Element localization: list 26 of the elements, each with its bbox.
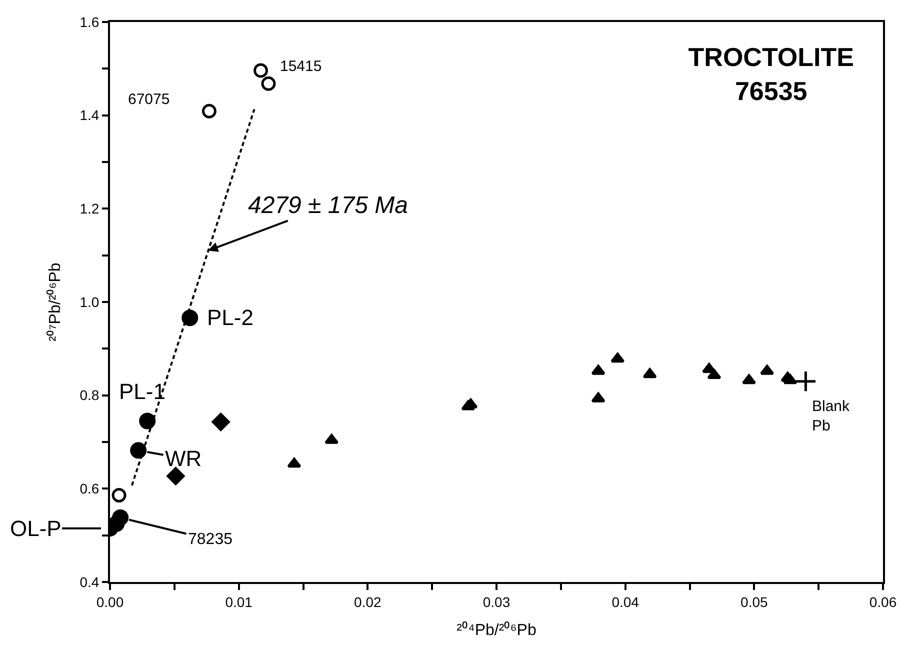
x-tick-label: 0.02 — [354, 594, 382, 610]
y-tick-label: 1.2 — [80, 200, 100, 217]
x-tick-label: 0.00 — [96, 594, 124, 610]
annotation: 78235 — [188, 531, 233, 548]
y-tick-label: 0.4 — [80, 574, 100, 590]
annotation: 4279 ± 175 Ma — [248, 192, 408, 219]
x-tick-label: 0.06 — [869, 594, 897, 610]
y-tick-label: 1.4 — [80, 107, 100, 124]
x-axis-title: ²⁰⁴Pb/²⁰⁶Pb — [456, 621, 536, 639]
annotation: 15415 — [280, 58, 322, 75]
annotation: OL-P — [10, 516, 62, 541]
x-tick-label: 0.05 — [740, 594, 768, 610]
annotation: PL-2 — [207, 305, 254, 330]
x-tick-label: 0.03 — [482, 594, 510, 610]
x-tick-label: 0.01 — [225, 594, 253, 610]
y-tick-label: 1.0 — [80, 294, 100, 310]
annotation: 67075 — [128, 91, 170, 108]
y-axis-title: ²⁰⁷Pb/²⁰⁶Pb — [46, 262, 64, 342]
x-tick-label: 0.04 — [612, 594, 640, 610]
annotation: WR — [165, 446, 202, 471]
text: TROCTOLITE 76535 — [688, 42, 854, 106]
y-tick-label: 0.6 — [80, 480, 100, 497]
y-tick-label: 1.6 — [80, 14, 100, 30]
annotation: PL-1 — [119, 379, 166, 404]
annotation: Blank Pb — [812, 398, 850, 434]
y-tick-label: 0.8 — [80, 387, 100, 404]
